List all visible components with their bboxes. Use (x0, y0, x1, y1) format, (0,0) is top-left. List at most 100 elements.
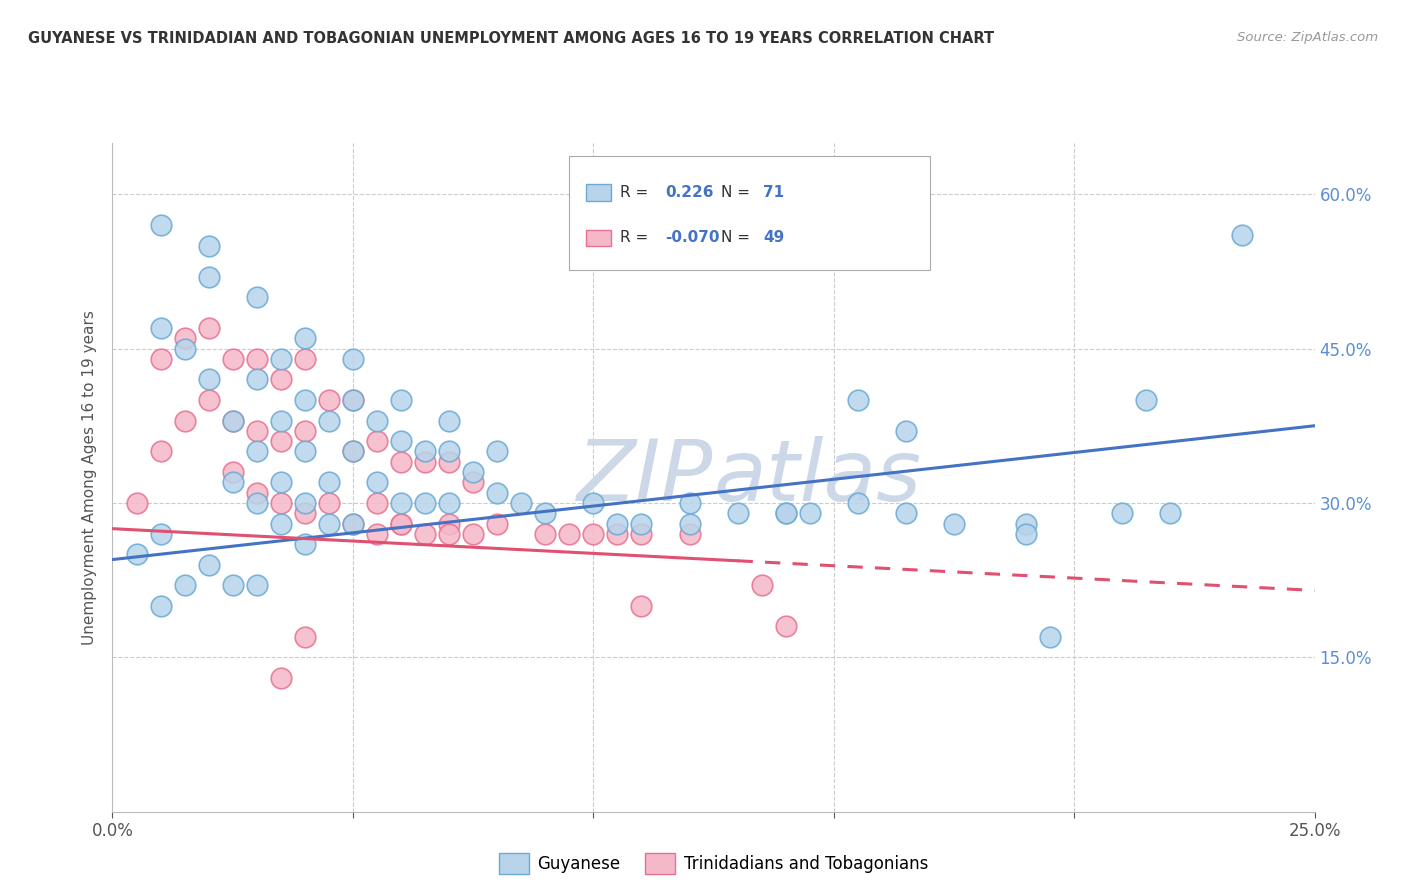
Legend: Guyanese, Trinidadians and Tobagonians: Guyanese, Trinidadians and Tobagonians (492, 847, 935, 880)
Point (318, 475, 340, 490)
Point (222, 475, 245, 490)
Point (294, 392, 316, 407)
Point (318, 516, 340, 531)
Point (342, 516, 364, 531)
Point (534, 506, 557, 520)
Point (246, 424, 269, 438)
Y-axis label: Unemployment Among Ages 16 to 19 years: Unemployment Among Ages 16 to 19 years (82, 310, 97, 645)
Point (389, 496, 412, 510)
Point (270, 671, 292, 685)
Point (389, 455, 412, 469)
Point (799, 506, 821, 520)
Point (342, 516, 364, 531)
Point (1232, 228, 1254, 243)
Point (294, 537, 316, 551)
Point (270, 516, 292, 531)
Point (270, 414, 292, 428)
Point (1015, 516, 1038, 531)
Text: 49: 49 (763, 230, 785, 245)
Text: Source: ZipAtlas.com: Source: ZipAtlas.com (1237, 31, 1378, 45)
Point (294, 496, 316, 510)
Text: N =: N = (721, 185, 755, 200)
Point (173, 414, 195, 428)
Point (173, 578, 195, 592)
Point (246, 578, 269, 592)
Point (413, 455, 436, 469)
Point (197, 372, 219, 386)
Point (437, 455, 460, 469)
Point (366, 475, 388, 490)
Point (413, 444, 436, 458)
Point (606, 526, 628, 541)
Point (846, 496, 869, 510)
Text: N =: N = (721, 230, 755, 245)
Point (678, 516, 700, 531)
Point (942, 516, 965, 531)
Text: 71: 71 (763, 185, 785, 200)
Point (197, 558, 219, 572)
Point (510, 496, 533, 510)
Point (342, 444, 364, 458)
Point (222, 414, 245, 428)
Point (342, 392, 364, 407)
Point (751, 578, 773, 592)
Point (582, 496, 605, 510)
Point (389, 516, 412, 531)
Text: ZIP: ZIP (578, 435, 713, 519)
Point (1111, 506, 1133, 520)
Text: GUYANESE VS TRINIDADIAN AND TOBAGONIAN UNEMPLOYMENT AMONG AGES 16 TO 19 YEARS CO: GUYANESE VS TRINIDADIAN AND TOBAGONIAN U… (28, 31, 994, 46)
Point (437, 526, 460, 541)
Point (270, 434, 292, 449)
Point (558, 526, 581, 541)
Point (366, 414, 388, 428)
Point (222, 414, 245, 428)
Point (318, 392, 340, 407)
Point (846, 392, 869, 407)
Point (342, 444, 364, 458)
Point (294, 444, 316, 458)
Point (222, 465, 245, 479)
Point (270, 496, 292, 510)
Point (246, 372, 269, 386)
Point (486, 485, 509, 500)
Point (342, 392, 364, 407)
Text: R =: R = (620, 230, 652, 245)
Point (389, 392, 412, 407)
Text: R =: R = (620, 185, 652, 200)
Point (294, 331, 316, 345)
Point (246, 290, 269, 304)
Point (149, 526, 172, 541)
Point (197, 238, 219, 252)
Point (197, 269, 219, 284)
Point (775, 619, 797, 633)
Point (1039, 630, 1062, 644)
Point (173, 342, 195, 356)
Point (630, 516, 652, 531)
Point (534, 526, 557, 541)
Point (461, 465, 484, 479)
Text: 0.226: 0.226 (665, 185, 713, 200)
Point (366, 434, 388, 449)
Point (582, 526, 605, 541)
Point (437, 414, 460, 428)
Point (318, 496, 340, 510)
Point (246, 496, 269, 510)
Point (294, 630, 316, 644)
Point (197, 392, 219, 407)
Point (461, 526, 484, 541)
Point (1135, 392, 1157, 407)
Point (413, 496, 436, 510)
Point (270, 475, 292, 490)
Point (270, 351, 292, 366)
Point (222, 351, 245, 366)
Point (246, 485, 269, 500)
Point (149, 351, 172, 366)
Point (294, 351, 316, 366)
Point (775, 506, 797, 520)
Point (606, 516, 628, 531)
Point (342, 351, 364, 366)
Point (294, 424, 316, 438)
Point (1015, 526, 1038, 541)
Point (630, 526, 652, 541)
Point (486, 444, 509, 458)
